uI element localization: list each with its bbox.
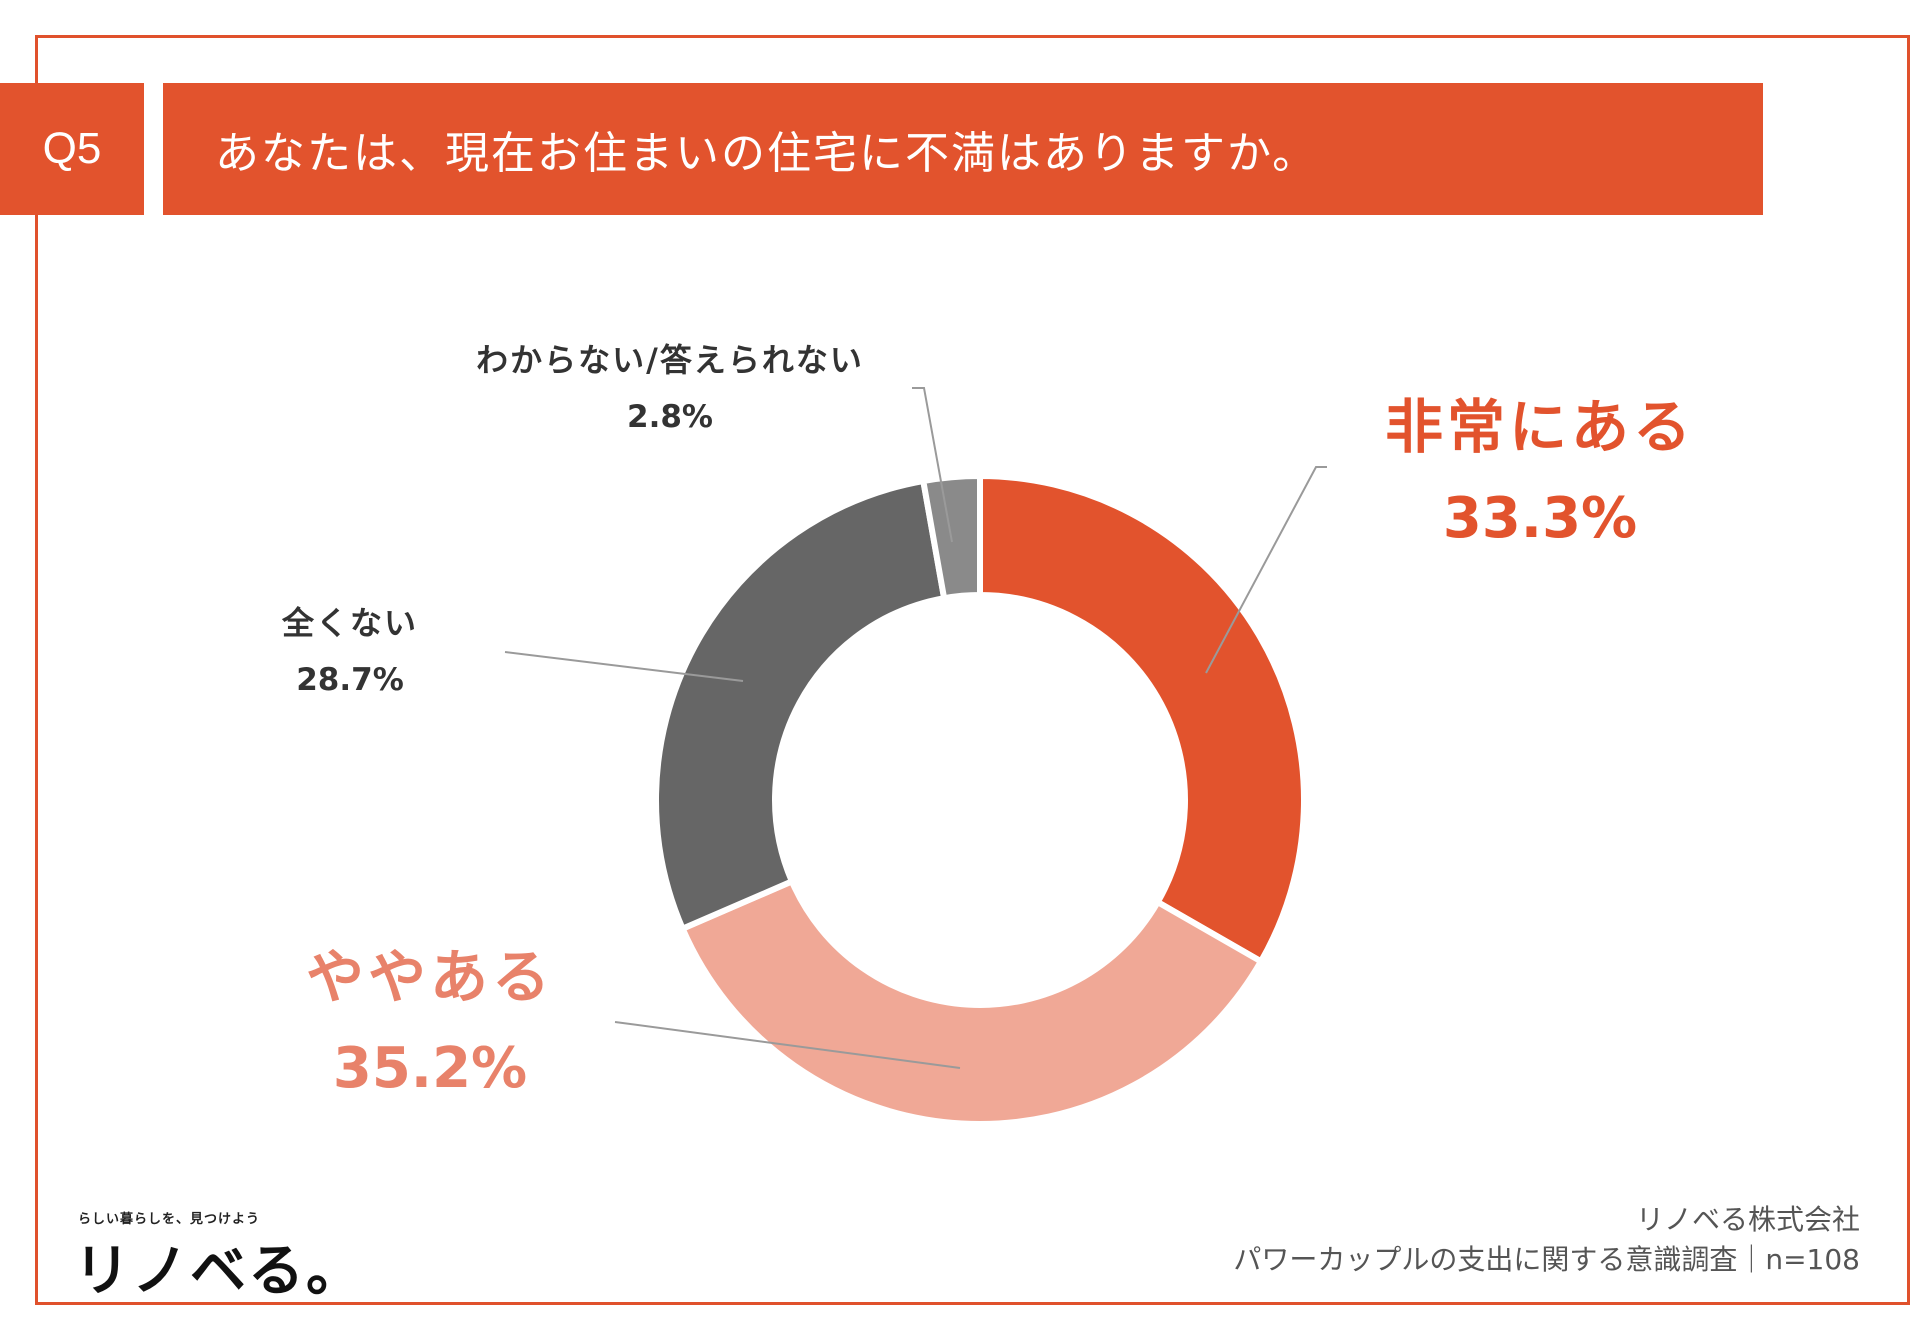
- question-number: Q5: [42, 124, 102, 173]
- question-number-badge: Q5: [0, 83, 144, 215]
- value-label-very: 33.3%: [1442, 486, 1638, 551]
- company-name: リノベる株式会社: [1635, 1203, 1860, 1236]
- label-group-very: 非常にある 33.3%: [1380, 380, 1700, 551]
- slice-very: [977, 472, 1307, 966]
- slice-somewhat: [678, 877, 1266, 1127]
- value-label-none: 28.7%: [296, 662, 404, 698]
- footer-credits: リノベる株式会社 パワーカップルの支出に関する意識調査｜n=108: [1233, 1200, 1860, 1280]
- donut-slices: [653, 472, 1307, 1127]
- label-group-unknown: わからない/答えられない 2.8%: [440, 335, 900, 435]
- question-title-bar: あなたは、現在お住まいの住宅に不満はありますか。: [163, 83, 1763, 215]
- category-label-very: 非常にある: [1384, 393, 1695, 461]
- leader-somewhat: [614, 1021, 961, 1069]
- logo: リノベる。: [74, 1239, 364, 1304]
- leader-lines: [504, 387, 1327, 1069]
- leader-unknown: [912, 387, 953, 543]
- category-label-unknown: わからない/答えられない: [476, 341, 864, 379]
- leader-none: [504, 651, 744, 682]
- question-text: あなたは、現在お住まいの住宅に不満はありますか。: [215, 128, 1319, 179]
- value-label-somewhat: 35.2%: [332, 1036, 528, 1101]
- logo-tagline: らしい暮らしを、見つけよう: [78, 1212, 261, 1227]
- leader-very: [1205, 466, 1327, 674]
- card-frame: [35, 35, 1910, 1305]
- survey-info: パワーカップルの支出に関する意識調査｜n=108: [1233, 1243, 1860, 1276]
- category-label-none: 全くない: [281, 604, 418, 642]
- category-label-somewhat: ややある: [305, 943, 554, 1011]
- slice-none: [653, 477, 948, 933]
- label-group-none: 全くない 28.7%: [255, 598, 445, 698]
- value-label-unknown: 2.8%: [627, 399, 713, 435]
- label-group-somewhat: ややある 35.2%: [290, 930, 570, 1101]
